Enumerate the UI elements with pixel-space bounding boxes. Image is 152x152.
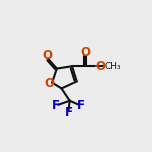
Text: O: O: [81, 46, 90, 59]
Text: O: O: [96, 60, 106, 73]
Text: O: O: [42, 49, 52, 62]
Text: F: F: [65, 106, 73, 119]
Text: F: F: [52, 99, 60, 112]
Text: CH₃: CH₃: [104, 62, 121, 71]
Text: O: O: [45, 77, 55, 90]
Text: F: F: [77, 99, 85, 112]
